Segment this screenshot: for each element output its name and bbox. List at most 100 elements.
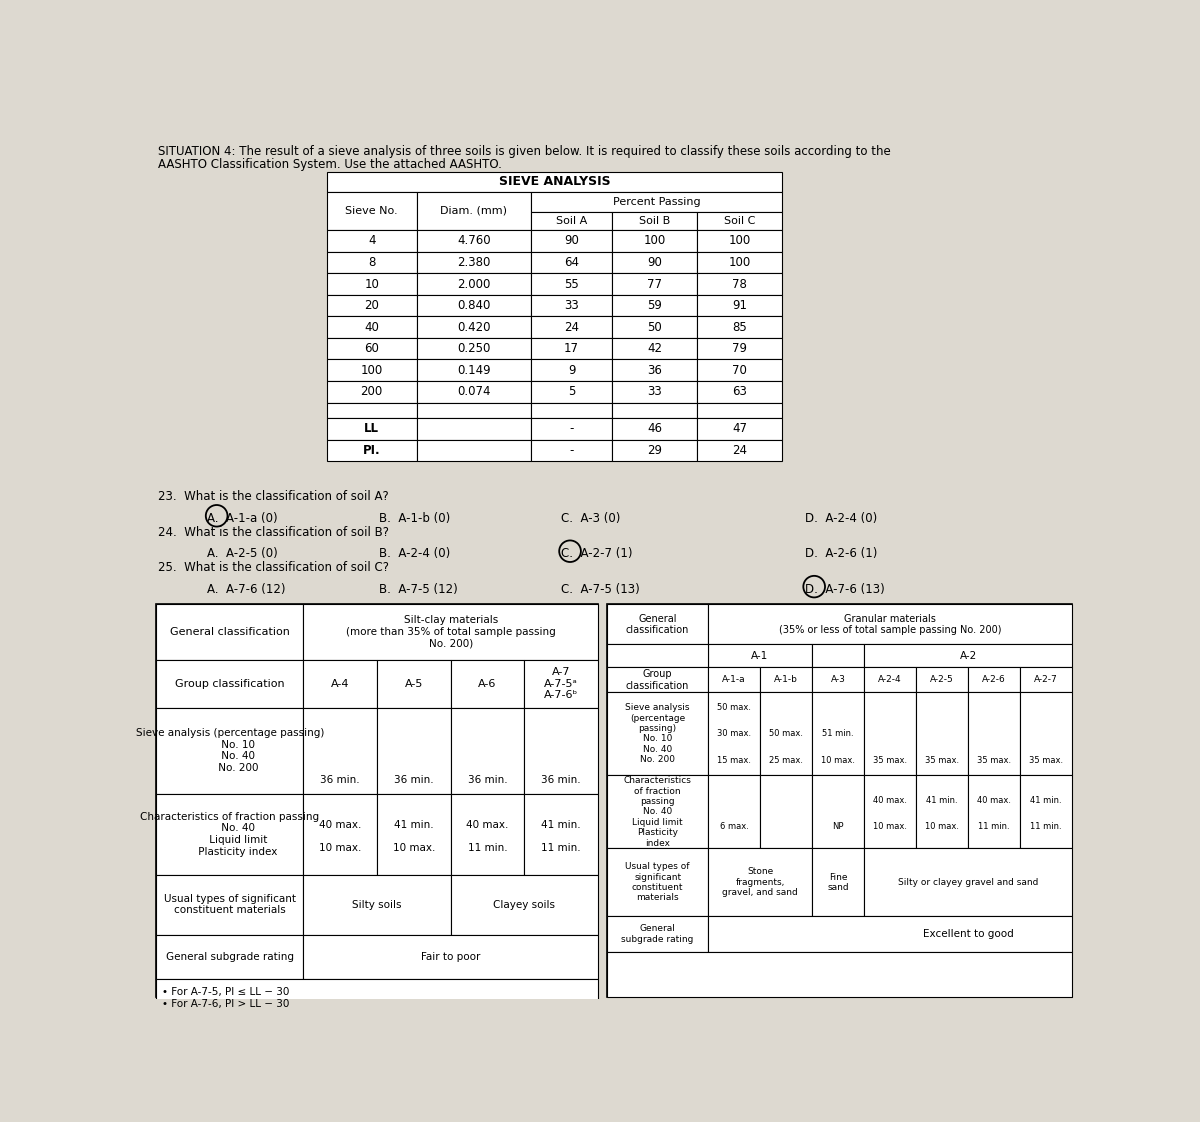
Bar	[451, 660, 524, 708]
Text: Soil C: Soil C	[724, 215, 756, 226]
Bar	[416, 419, 532, 440]
Text: NP: NP	[833, 822, 844, 831]
Bar	[697, 359, 782, 381]
Text: D.  A-2-4 (0): D. A-2-4 (0)	[805, 512, 877, 525]
Bar	[612, 295, 697, 316]
Bar	[968, 692, 1020, 775]
Bar	[864, 775, 916, 848]
Bar	[697, 403, 782, 419]
Bar	[156, 605, 304, 660]
Bar	[416, 192, 532, 230]
Bar	[156, 793, 304, 875]
Text: Silty soils: Silty soils	[353, 900, 402, 910]
Bar	[612, 381, 697, 403]
Text: 36: 36	[647, 364, 662, 377]
Text: Excellent to good: Excellent to good	[923, 929, 1014, 939]
Text: • For A-7-5, PI ≤ LL − 30: • For A-7-5, PI ≤ LL − 30	[162, 987, 289, 997]
Bar	[607, 605, 1073, 997]
Bar	[532, 403, 612, 419]
Text: A-3: A-3	[830, 675, 846, 684]
Bar	[607, 848, 708, 917]
Bar	[532, 251, 612, 274]
Bar	[416, 359, 532, 381]
Bar	[416, 403, 532, 419]
Bar	[532, 274, 612, 295]
Text: 0.250: 0.250	[457, 342, 491, 356]
Bar	[416, 295, 532, 316]
Text: 36 min.: 36 min.	[541, 775, 581, 785]
Bar	[697, 274, 782, 295]
Text: Soil A: Soil A	[556, 215, 587, 226]
Bar	[416, 338, 532, 359]
Text: 36 min.: 36 min.	[320, 775, 360, 785]
Text: 0.420: 0.420	[457, 321, 491, 333]
Text: 24: 24	[564, 321, 580, 333]
Bar	[812, 668, 864, 692]
Bar	[326, 251, 416, 274]
Text: 17: 17	[564, 342, 580, 356]
Text: 6 max.: 6 max.	[720, 822, 749, 831]
Text: 10 max.: 10 max.	[821, 756, 856, 765]
Text: -: -	[570, 422, 574, 435]
Text: A.  A-2-5 (0): A. A-2-5 (0)	[208, 548, 278, 560]
Text: 50 max.: 50 max.	[769, 729, 803, 738]
Bar	[156, 605, 598, 997]
Bar	[326, 403, 416, 419]
Text: 90: 90	[647, 256, 662, 269]
Text: 9: 9	[568, 364, 575, 377]
Bar	[708, 668, 760, 692]
Bar	[812, 775, 864, 848]
Bar	[612, 419, 697, 440]
Text: 41 min.: 41 min.	[541, 820, 581, 830]
Bar	[1020, 668, 1073, 692]
Bar	[532, 212, 612, 230]
Bar	[864, 644, 1073, 668]
Bar	[697, 440, 782, 461]
Text: A.  A-7-6 (12): A. A-7-6 (12)	[208, 582, 286, 596]
Text: 100: 100	[728, 234, 751, 247]
Text: General
classification: General classification	[626, 614, 689, 635]
Text: B.  A-7-5 (12): B. A-7-5 (12)	[379, 582, 457, 596]
Text: 36 min.: 36 min.	[394, 775, 433, 785]
Bar	[708, 775, 760, 848]
Text: 50 max.: 50 max.	[718, 702, 751, 711]
Bar	[812, 692, 864, 775]
Text: 41 min.: 41 min.	[1031, 797, 1062, 806]
Bar	[607, 668, 708, 692]
Text: A-4: A-4	[331, 679, 349, 689]
Bar	[697, 212, 782, 230]
Text: 40 max.: 40 max.	[319, 820, 361, 830]
Text: A-1: A-1	[751, 651, 769, 661]
Text: 51 min.: 51 min.	[822, 729, 854, 738]
Text: 35 max.: 35 max.	[925, 756, 959, 765]
Text: Sieve analysis
(percentage
passing)
No. 10
No. 40
No. 200: Sieve analysis (percentage passing) No. …	[625, 703, 690, 764]
Text: 15 max.: 15 max.	[718, 756, 751, 765]
Bar	[760, 692, 812, 775]
Text: 35 max.: 35 max.	[874, 756, 907, 765]
Text: 63: 63	[732, 385, 748, 398]
Bar	[326, 295, 416, 316]
Bar	[697, 251, 782, 274]
Bar	[532, 192, 782, 212]
Bar	[697, 230, 782, 251]
Text: A-1-a: A-1-a	[722, 675, 746, 684]
Text: AASHTO Classification System. Use the attached AASHTO.: AASHTO Classification System. Use the at…	[157, 158, 502, 171]
Bar	[697, 419, 782, 440]
Bar	[812, 644, 864, 668]
Text: 60: 60	[365, 342, 379, 356]
Text: PI.: PI.	[362, 444, 380, 457]
Text: 11 min.: 11 min.	[978, 822, 1010, 831]
Bar	[416, 381, 532, 403]
Bar	[326, 419, 416, 440]
Text: Characteristics of fraction passing
     No. 40
     Liquid limit
     Plasticit: Characteristics of fraction passing No. …	[140, 812, 319, 856]
Text: Silty or clayey gravel and sand: Silty or clayey gravel and sand	[898, 877, 1038, 886]
Bar	[304, 875, 451, 935]
Bar	[607, 951, 1073, 997]
Text: 11 min.: 11 min.	[541, 843, 581, 853]
Text: 55: 55	[564, 277, 578, 291]
Bar	[1020, 692, 1073, 775]
Text: 10 max.: 10 max.	[925, 822, 959, 831]
Bar	[532, 381, 612, 403]
Text: 40: 40	[365, 321, 379, 333]
Bar	[864, 692, 916, 775]
